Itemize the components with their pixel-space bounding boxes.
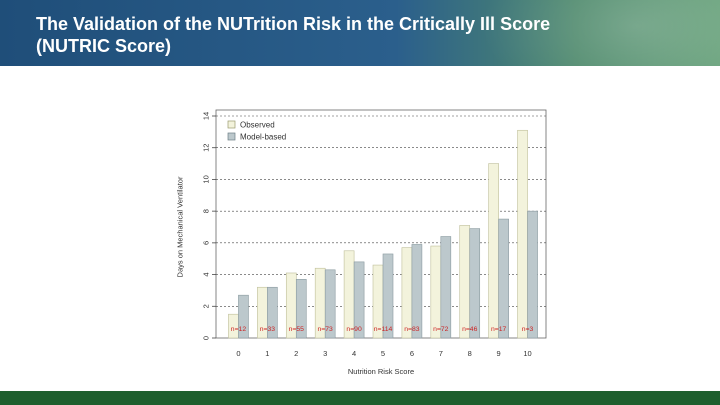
legend-label: Observed [240, 121, 275, 130]
bar-model-based [527, 210, 538, 339]
x-tick-label: 2 [294, 349, 298, 358]
x-tick-label: 6 [410, 349, 414, 358]
bar-model-based [238, 294, 249, 339]
x-tick-label: 4 [352, 349, 356, 358]
bar-model-based [267, 286, 278, 339]
x-axis-label: Nutrition Risk Score [348, 367, 414, 376]
y-tick-label: 14 [202, 112, 211, 120]
bar-observed [430, 245, 442, 339]
n-count-label: n=12 [231, 326, 247, 333]
slide-title: The Validation of the NUTrition Risk in … [36, 13, 676, 57]
slide-title-line-2: (NUTRIC Score) [36, 36, 172, 56]
slide-footer-bar [0, 391, 720, 405]
bar-observed [517, 129, 528, 339]
x-tick-label: 3 [323, 349, 327, 358]
x-tick-label: 10 [523, 349, 531, 358]
chart-area: 0 2 4 6 8 10 12 14 n=12 0 n=33 1 n=55 2 n=73 3 n=90 4 n=11… [170, 72, 558, 384]
x-tick-label: 5 [381, 349, 385, 358]
y-tick-label: 12 [202, 144, 211, 152]
bar-model-based [498, 218, 509, 339]
x-tick-label: 8 [468, 349, 472, 358]
n-count-label: n=90 [346, 326, 362, 333]
y-tick-label: 4 [202, 272, 211, 276]
n-count-label: n=114 [374, 326, 393, 333]
n-count-label: n=17 [491, 326, 507, 333]
legend-swatch [227, 132, 236, 141]
n-count-label: n=33 [260, 326, 276, 333]
x-tick-label: 1 [265, 349, 269, 358]
n-count-label: n=73 [318, 326, 334, 333]
n-count-label: n=46 [462, 326, 478, 333]
bar-model-based [353, 261, 365, 339]
bar-observed [343, 250, 355, 339]
bar-observed [401, 247, 413, 339]
bar-model-based [324, 269, 336, 339]
bar-observed [488, 163, 499, 339]
legend-label: Model-based [240, 133, 286, 142]
n-count-label: n=72 [433, 326, 449, 333]
n-count-label: n=83 [404, 326, 420, 333]
bar-model-based [295, 279, 307, 339]
bar-model-based [469, 228, 481, 339]
y-tick-label: 6 [202, 241, 211, 245]
x-tick-label: 0 [236, 349, 240, 358]
y-tick-label: 8 [202, 209, 211, 213]
bar-observed [459, 225, 471, 339]
n-count-label: n=55 [289, 326, 305, 333]
legend-swatch [227, 120, 236, 129]
bar-model-based [440, 236, 452, 339]
x-tick-label: 7 [439, 349, 443, 358]
bar-chart: 0 2 4 6 8 10 12 14 n=12 0 n=33 1 n=55 2 n=73 3 n=90 4 n=11… [176, 109, 547, 376]
x-tick-label: 9 [497, 349, 501, 358]
y-tick-label: 0 [202, 336, 211, 340]
y-tick-label: 2 [202, 304, 211, 308]
slide-title-line-1: The Validation of the NUTrition Risk in … [36, 14, 551, 34]
bar-model-based [411, 244, 423, 339]
slide-header: The Validation of the NUTrition Risk in … [0, 0, 720, 66]
y-tick-label: 10 [202, 175, 211, 183]
n-count-label: n=3 [522, 326, 534, 333]
bar-model-based [382, 253, 394, 339]
y-axis-label: Days on Mechanical Ventilator [176, 176, 185, 277]
